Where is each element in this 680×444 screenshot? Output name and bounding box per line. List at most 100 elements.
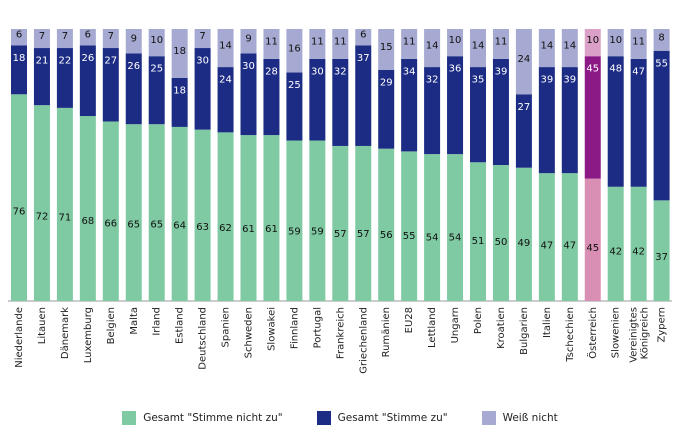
category-label-estland: Estland (175, 307, 186, 344)
bar-segment-dont-know-österreich (584, 29, 601, 57)
bar-segment-agree-rumänien (378, 69, 395, 149)
bar-segment-disagree-niederlande (11, 94, 27, 301)
bar-segment-disagree-eu28 (401, 151, 418, 301)
bar-segment-agree-estland (171, 77, 188, 127)
data-label-agree-kroatien: 39 (495, 66, 508, 77)
data-label-agree-lettland: 32 (426, 75, 439, 86)
data-label-dont-know-schweden: 9 (245, 34, 251, 45)
x-axis-labels: Niederlande Litauen Dänemark Luxemburg Belgi… (14, 307, 668, 374)
legend-label-agree: Gesamt "Stimme zu" (337, 412, 448, 424)
category-label-polen: Polen (473, 307, 484, 334)
bar-segment-agree-zypern (653, 50, 670, 201)
category-label-portugal: Portugal (312, 307, 323, 348)
data-label-agree-schweden: 30 (242, 61, 255, 72)
data-label-dont-know-dänemark: 7 (62, 31, 68, 42)
bar-segment-agree-ungarn (447, 56, 464, 155)
data-label-dont-know-eu28: 11 (403, 36, 416, 47)
data-label-dont-know-finnland: 16 (288, 43, 301, 54)
data-label-agree-niederlande: 18 (13, 53, 26, 64)
bar-segment-agree-finnland (286, 72, 303, 141)
legend: Gesamt "Stimme nicht zu" Gesamt "Stimme … (0, 411, 680, 425)
data-label-agree-bulgarien: 27 (518, 102, 531, 113)
bar-segment-disagree-lettland (424, 154, 441, 301)
data-label-disagree-tschechien: 47 (563, 241, 576, 252)
data-label-agree-portugal: 30 (311, 66, 324, 77)
bar-segment-dont-know-polen (470, 29, 486, 68)
data-label-agree-malta: 26 (127, 61, 140, 72)
bar-segment-dont-know-deutschland (194, 29, 211, 49)
bar-segment-disagree-finnland (286, 140, 303, 301)
bar-segment-agree-frankreich (332, 58, 349, 146)
bar-segment-disagree-rumänien (378, 148, 395, 301)
data-label-disagree-griechenland: 57 (357, 229, 370, 240)
data-label-disagree-italien: 47 (540, 241, 553, 252)
data-label-agree-spanien: 24 (219, 75, 232, 86)
bar-segment-agree-kroatien (492, 58, 509, 165)
category-label-kroatien: Kroatien (496, 307, 507, 349)
bar-segment-dont-know-estland (171, 29, 188, 78)
data-label-disagree-rumänien: 56 (380, 230, 393, 241)
bar-segment-disagree-schweden (240, 135, 257, 301)
data-label-agree-vereinigtes-königreich: 47 (632, 66, 645, 77)
category-label-dänemark: Dänemark (60, 307, 71, 359)
bar-segment-dont-know-irland (148, 29, 165, 57)
bar-segment-agree-lettland (424, 67, 441, 155)
bar-segment-dont-know-litauen (33, 29, 50, 49)
data-label-disagree-ungarn: 54 (449, 232, 462, 243)
data-label-agree-ungarn: 36 (449, 64, 462, 75)
data-label-dont-know-kroatien: 11 (495, 36, 508, 47)
bar-segment-disagree-dänemark (56, 107, 73, 301)
bar-segment-agree-italien (538, 67, 555, 174)
legend-swatch-dont-know (481, 411, 496, 425)
data-label-agree-slowakei: 28 (265, 66, 278, 77)
data-label-dont-know-tschechien: 14 (563, 41, 576, 52)
data-label-agree-zypern: 55 (655, 58, 668, 69)
bar-segment-disagree-polen (470, 162, 486, 301)
bar-segment-dont-know-griechenland (355, 29, 372, 46)
bar-segment-agree-polen (470, 67, 486, 163)
category-label-litauen: Litauen (37, 307, 48, 344)
data-label-disagree-irland: 65 (150, 219, 163, 230)
bar-segment-dont-know-italien (538, 29, 555, 68)
bar-segment-dont-know-malta (125, 29, 142, 54)
data-label-disagree-schweden: 61 (242, 224, 255, 235)
category-label-bulgarien: Bulgarien (519, 307, 530, 355)
bar-segment-dont-know-belgien (102, 29, 119, 49)
category-label-frankreich: Frankreich (335, 307, 346, 359)
data-label-dont-know-griechenland: 6 (360, 30, 366, 41)
data-label-disagree-frankreich: 57 (334, 229, 347, 240)
data-label-dont-know-italien: 14 (540, 41, 553, 52)
bar-segment-agree-dänemark (56, 48, 73, 108)
data-label-dont-know-litauen: 7 (39, 31, 45, 42)
bar-segment-disagree-tschechien (561, 173, 578, 301)
bar-segment-dont-know-luxemburg (79, 29, 96, 46)
category-label-irland: Irland (152, 307, 163, 336)
bar-segment-agree-eu28 (401, 58, 418, 152)
category-label-slowenien: Slowenien (611, 307, 622, 358)
data-label-agree-finnland: 25 (288, 80, 301, 91)
data-label-dont-know-slowenien: 10 (609, 35, 622, 46)
data-label-disagree-polen: 51 (472, 236, 485, 247)
data-label-agree-estland: 18 (173, 85, 186, 96)
bar-segment-disagree-luxemburg (79, 116, 96, 301)
data-label-dont-know-österreich: 10 (586, 35, 599, 46)
bar-segment-agree-malta (125, 53, 142, 125)
bar-segment-agree-griechenland (355, 45, 372, 146)
data-label-disagree-bulgarien: 49 (518, 238, 531, 249)
bar-segment-dont-know-zypern (653, 29, 670, 51)
bar-segment-disagree-vereinigtes-königreich (630, 186, 647, 301)
bar-segment-agree-bulgarien (515, 94, 532, 168)
data-label-disagree-kroatien: 50 (495, 237, 508, 248)
bar-segment-disagree-österreich (584, 178, 601, 301)
data-label-disagree-österreich: 45 (586, 243, 599, 254)
bar-segment-dont-know-niederlande (11, 29, 27, 46)
data-label-agree-tschechien: 39 (563, 75, 576, 86)
data-label-disagree-niederlande: 76 (13, 207, 26, 218)
bar-segment-agree-portugal (309, 58, 326, 141)
data-label-agree-österreich: 45 (586, 64, 599, 75)
bar-segment-dont-know-spanien (217, 29, 234, 68)
bar-segment-dont-know-eu28 (401, 29, 418, 59)
bar-segment-disagree-frankreich (332, 145, 349, 301)
data-label-dont-know-vereinigtes-königreich: 11 (632, 36, 645, 47)
bar-segment-disagree-irland (148, 124, 165, 301)
